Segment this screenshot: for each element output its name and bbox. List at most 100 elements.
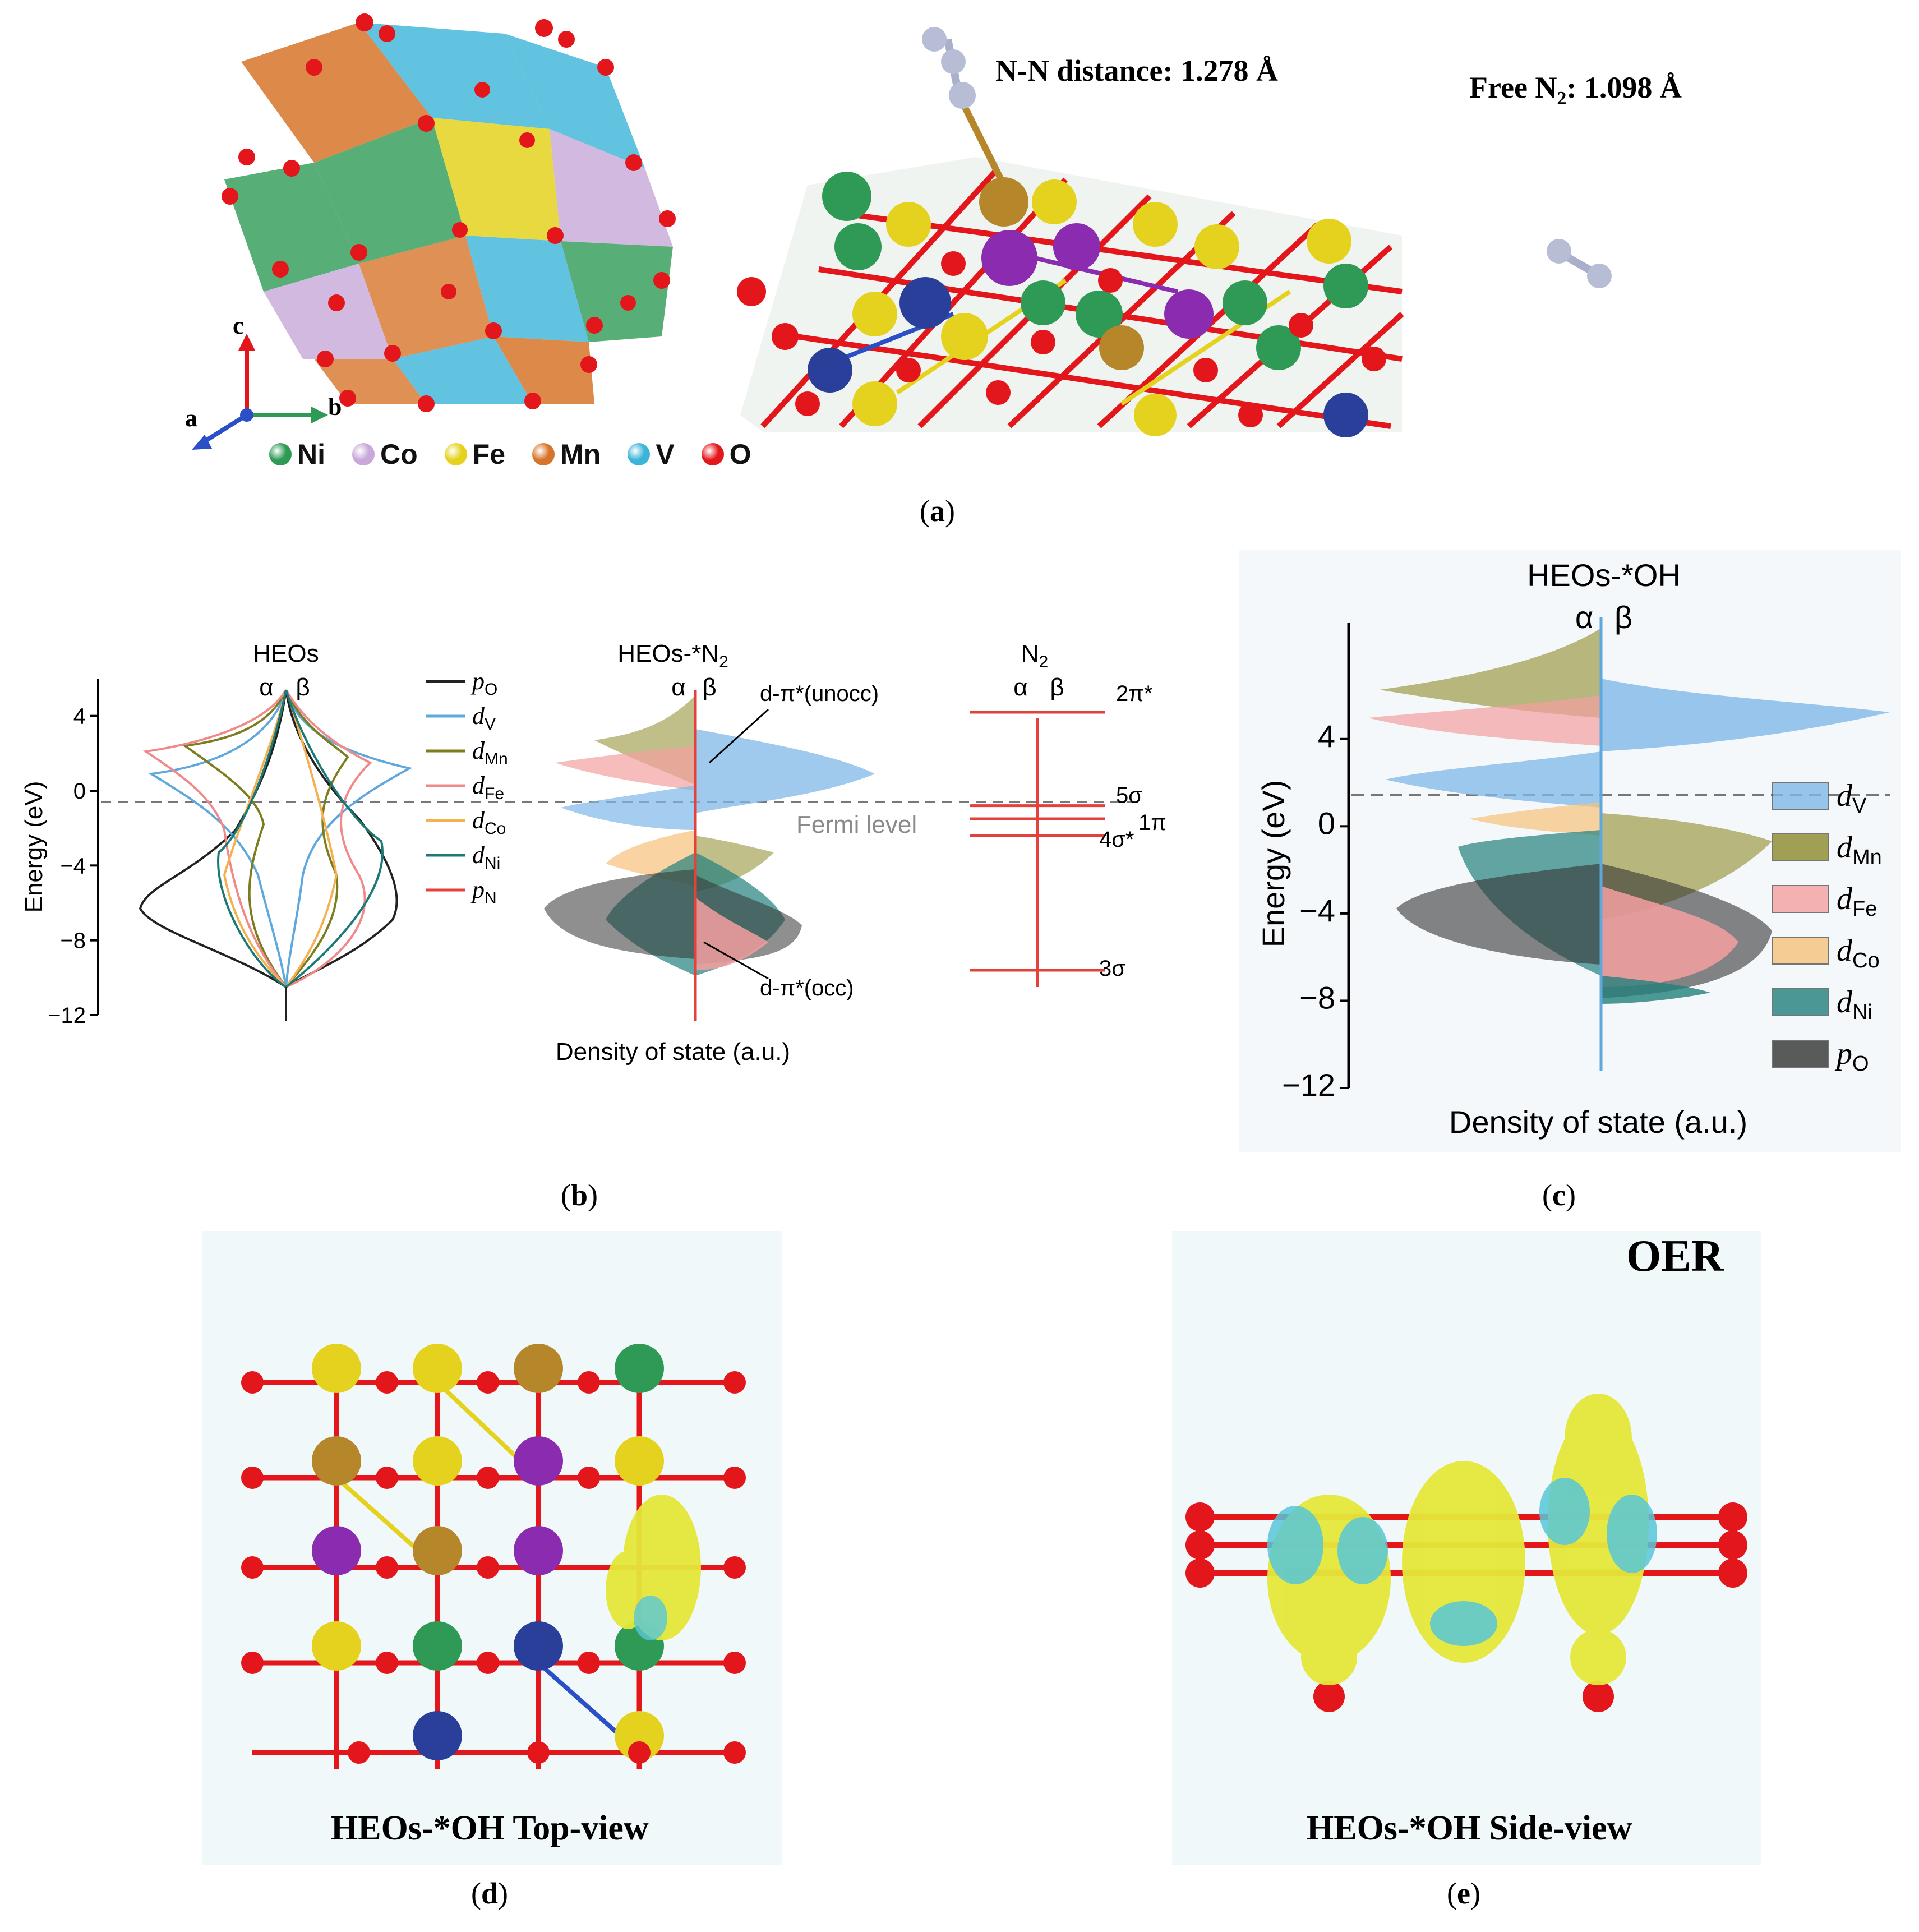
crystal-structure (222, 13, 676, 412)
d-label: HEOs-*OH Top-view (331, 1809, 649, 1847)
c-legend-swatch (1772, 833, 1829, 861)
c-legend-swatch (1772, 1040, 1829, 1068)
b-sub1-alpha: α (259, 674, 273, 701)
n2-adsorbed-slab (737, 27, 1404, 437)
c-legend: dV dMn dFe dCo dNi pO (1772, 778, 1882, 1076)
y-tick-label: −12 (48, 1003, 86, 1028)
b-fermi-label: Fermi level (796, 811, 917, 838)
c-ylabel: Energy (eV) (1256, 780, 1291, 948)
legend-item-co: Co (352, 438, 418, 471)
b-annot-unocc: d-π*(unocc) (760, 681, 879, 706)
legend-swatch (352, 443, 375, 465)
b-n2-level-label: 5σ (1116, 783, 1142, 808)
c-beta: β (1614, 600, 1632, 635)
b-sub3-beta: β (1050, 674, 1064, 701)
b-n2-level-label: 2π* (1116, 681, 1152, 706)
b-sub2-areas (544, 690, 875, 1021)
axis-indicator (192, 334, 328, 450)
c-legend-swatch (1772, 988, 1829, 1016)
b-y-ticks: 4 0 −4 −8 −12 (48, 704, 98, 1028)
c-y-ticks: 4 0 −4 −8 −12 (1282, 718, 1349, 1103)
legend-swatch (269, 443, 292, 465)
y-tick-label: −12 (1282, 1067, 1335, 1103)
c-legend-label: dV (1837, 778, 1867, 818)
caption-c: (c) (1542, 1178, 1576, 1212)
legend-label: Co (380, 439, 418, 470)
c-title: HEOs-*OH (1527, 557, 1681, 593)
legend-label: V (656, 439, 675, 470)
e-oer-label: OER (1626, 1232, 1724, 1281)
y-tick-label: −4 (1299, 893, 1335, 928)
b-n2-level-label: 1π (1138, 810, 1166, 835)
caption-a: (a) (920, 494, 955, 528)
b-ylabel: Energy (eV) (20, 781, 48, 913)
legend-item-ni: Ni (269, 438, 325, 471)
c-legend-swatch (1772, 937, 1829, 965)
b-legend-label: pN (470, 876, 497, 907)
b-legend-label: dMn (472, 737, 508, 768)
b-legend-label: dCo (472, 806, 506, 838)
legend-swatch (444, 443, 467, 465)
panel-d-graphic (202, 1231, 782, 1865)
c-legend-label: pO (1834, 1036, 1869, 1076)
legend-label: Mn (560, 439, 601, 470)
legend-label: Ni (297, 439, 325, 470)
b-legend-label: dFe (472, 772, 504, 803)
free-n2-label: Free N2: 1.098 Å (1469, 71, 1682, 109)
b-xlabel: Density of state (a.u.) (556, 1038, 790, 1066)
b-annot-unocc-arrow (708, 708, 769, 764)
y-tick-label: −8 (1299, 980, 1335, 1015)
b-sub2-alpha: α (671, 674, 685, 701)
c-legend-swatch (1772, 885, 1829, 913)
legend-label: O (729, 439, 751, 470)
c-legend-swatch (1772, 782, 1829, 810)
legend-item-fe: Fe (444, 438, 506, 471)
b-n2-level-label: 3σ (1099, 956, 1125, 981)
d-top-view-lattice (241, 1344, 746, 1769)
e-label: HEOs-*OH Side-view (1307, 1809, 1632, 1847)
legend-swatch (628, 443, 651, 465)
nn-distance-label: N-N distance: 1.278 Å (995, 54, 1278, 87)
legend-swatch (532, 443, 555, 465)
axis-c-label: c (233, 312, 244, 339)
panel-e-graphic (1172, 1231, 1761, 1865)
c-legend-label: dCo (1837, 933, 1880, 972)
b-legend-label: pO (470, 667, 497, 699)
c-alpha: α (1575, 600, 1593, 635)
y-tick-label: 4 (73, 704, 86, 729)
panel-b-chart: 4 0 −4 −8 −12 Energy (eV) Fermi level HEOs α… (20, 640, 1166, 1066)
panel-c-chart: HEOs-*OH α β 4 0 −4 −8 −12 Energy (eV) dV dMn… (1239, 550, 1901, 1152)
free-n2-molecule (1547, 239, 1612, 288)
b-n2-level-label: 4σ* (1099, 827, 1134, 852)
b-sub3-title: N2 (1021, 640, 1048, 671)
b-legend-label: dNi (472, 841, 500, 873)
b-annot-occ: d-π*(occ) (760, 976, 854, 1000)
b-sub3-alpha: α (1013, 674, 1027, 701)
c-xlabel: Density of state (a.u.) (1449, 1104, 1747, 1140)
b-legend-label: dV (472, 702, 496, 734)
panel-a-graphic (192, 13, 1612, 450)
legend-item-v: V (628, 438, 675, 471)
e-side-view (1185, 1394, 1747, 1712)
b-sub2-title: HEOs-*N2 (617, 640, 728, 671)
y-tick-label: −4 (60, 854, 86, 878)
b-annot-occ-arrow (703, 941, 769, 980)
c-legend-label: dFe (1837, 882, 1877, 921)
caption-e: (e) (1447, 1876, 1480, 1910)
caption-d: (d) (471, 1876, 509, 1910)
b-sub1-beta: β (296, 674, 310, 701)
c-areas (1368, 617, 1890, 1071)
axis-b-label: b (328, 393, 342, 421)
element-legend: Ni Co Fe Mn V O (269, 435, 886, 474)
c-legend-label: dMn (1837, 830, 1882, 869)
axis-a-label: a (185, 404, 197, 432)
y-tick-label: −8 (60, 929, 86, 953)
legend-swatch (701, 443, 724, 465)
b-sub1-curves (139, 689, 413, 1021)
legend-label: Fe (472, 439, 506, 470)
b-sub2-beta: β (702, 674, 716, 701)
b-sub1-title: HEOs (253, 640, 319, 667)
